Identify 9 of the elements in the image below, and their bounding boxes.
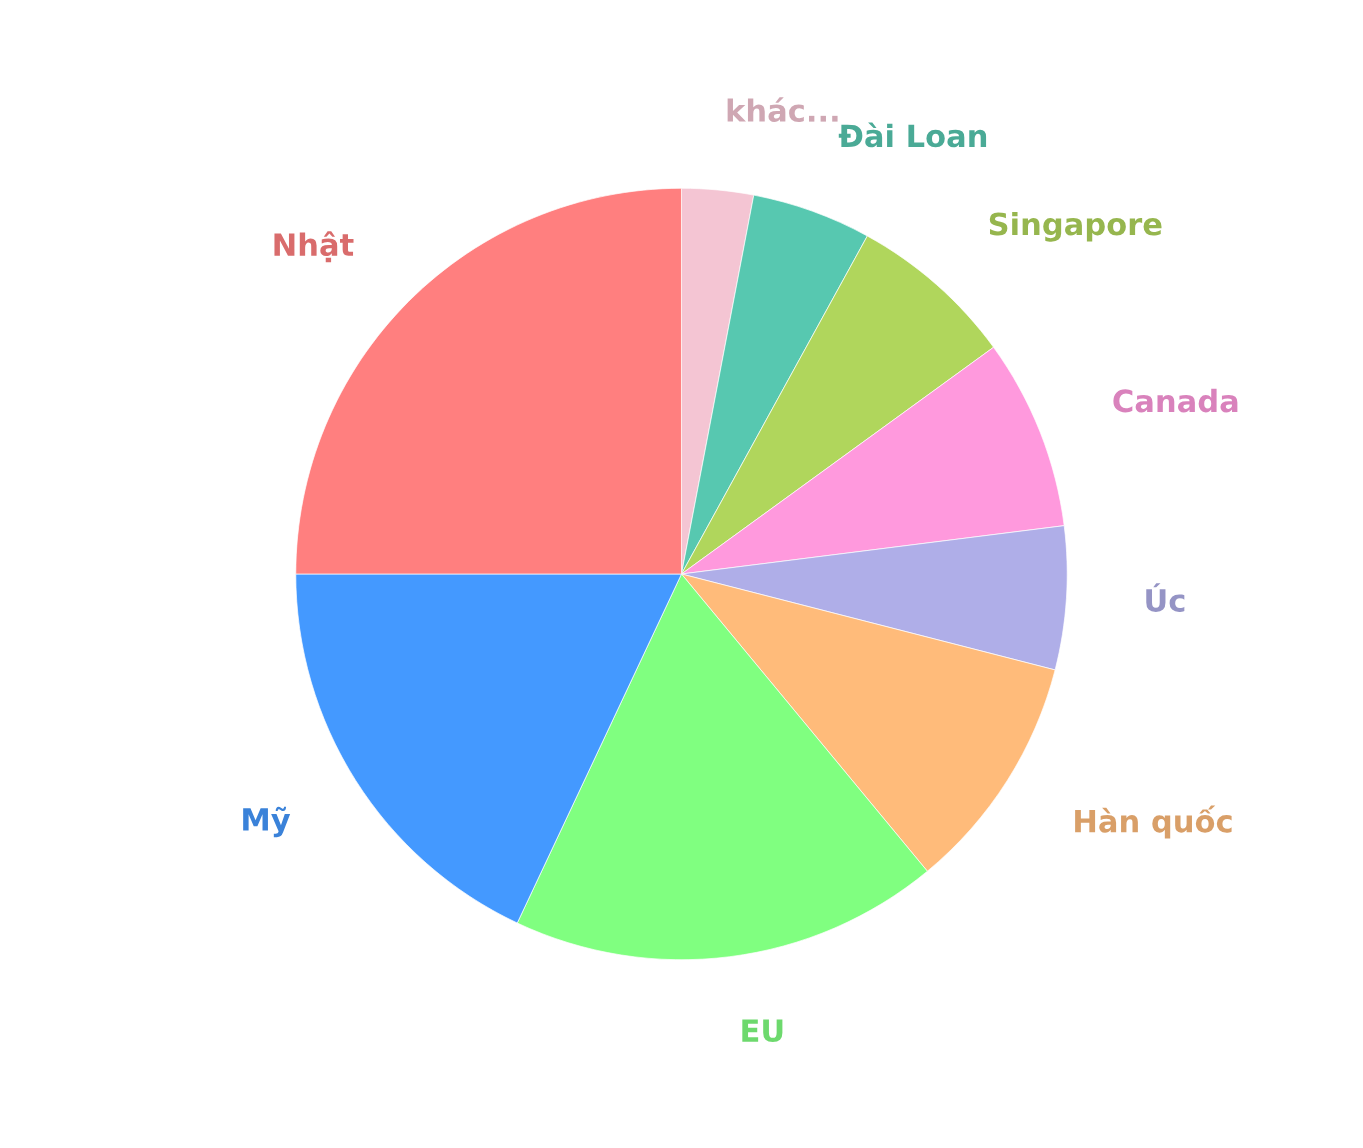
slice-label: Hàn quốc xyxy=(1075,805,1232,839)
slice-label: Canada xyxy=(1113,388,1238,413)
slice-label: Singapore xyxy=(989,211,1162,242)
slice-label: Nhật xyxy=(274,231,354,263)
slice-label: Đài Loan xyxy=(838,122,987,148)
slice-label: EU xyxy=(742,1019,783,1043)
slice-label: Úc xyxy=(1146,583,1185,612)
slice-label: khác... xyxy=(727,97,838,123)
slice-label: Mỹ xyxy=(243,806,291,838)
